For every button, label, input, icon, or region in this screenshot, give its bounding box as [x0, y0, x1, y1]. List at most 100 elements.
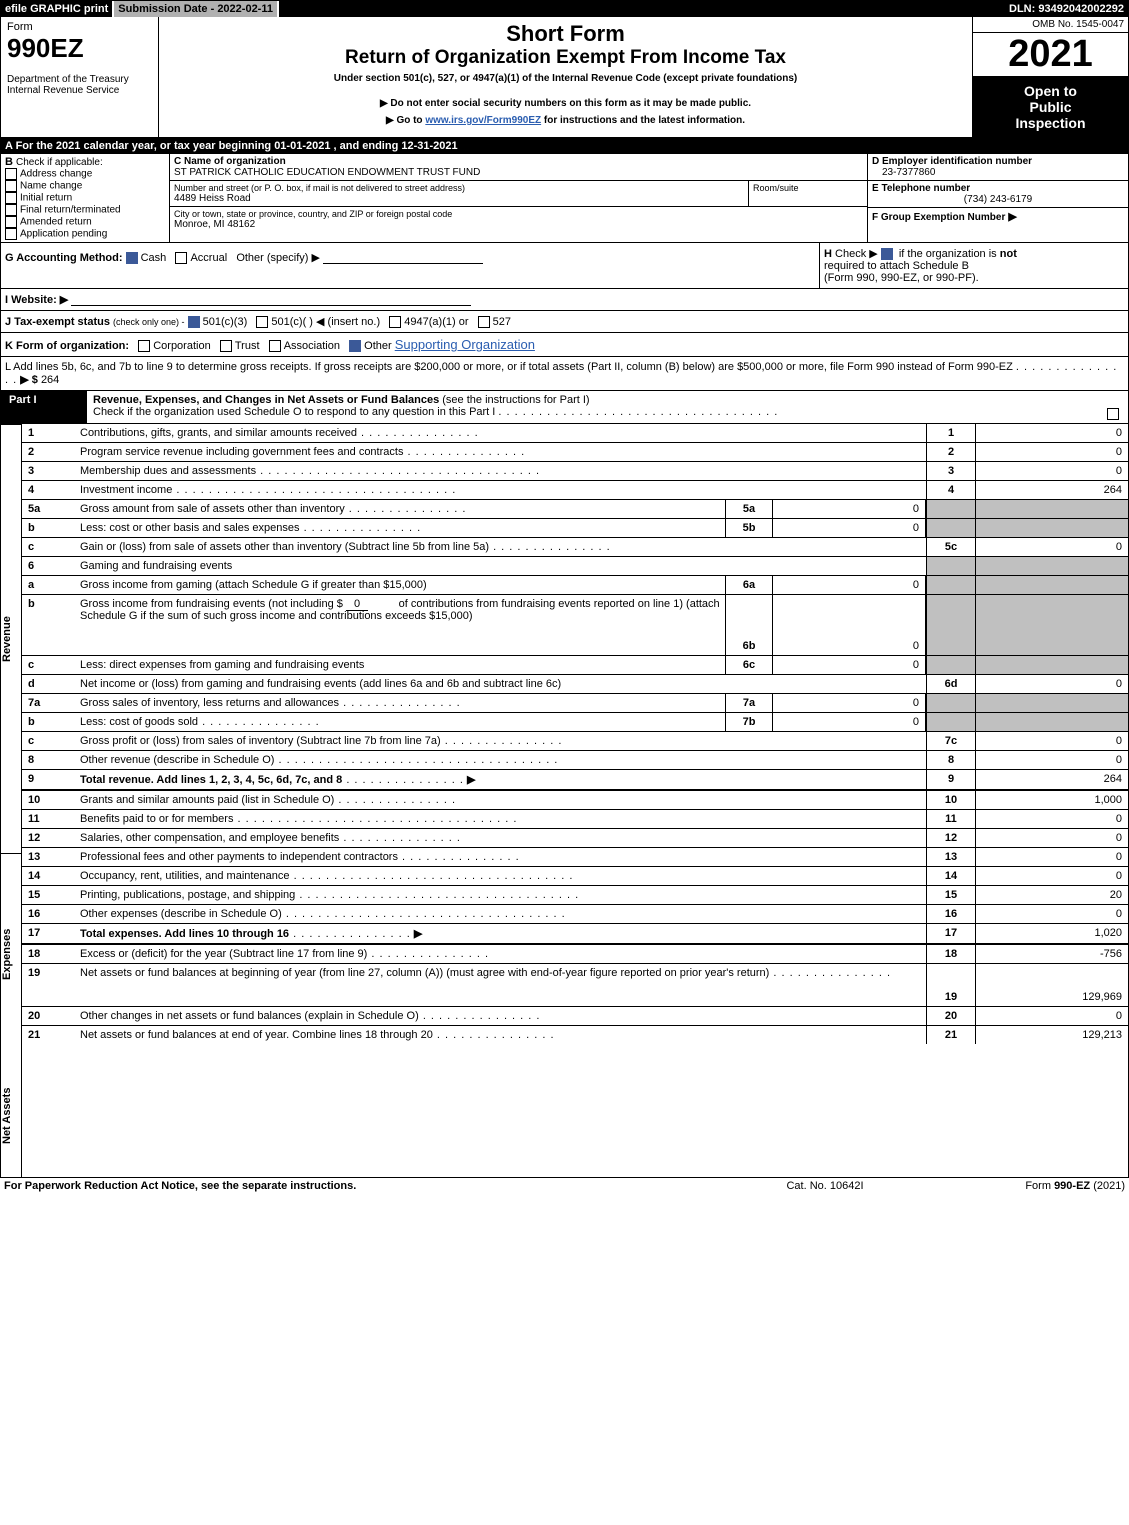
chk-amended-return[interactable] [5, 216, 17, 228]
line-6c-subval: 0 [773, 656, 926, 674]
line-18-col: 18 [926, 945, 976, 963]
f-arrow: ▶ [1008, 211, 1016, 223]
line-11-val: 0 [976, 810, 1128, 828]
line-5b: b Less: cost or other basis and sales ex… [22, 518, 1128, 537]
line-7a-num: 7a [22, 694, 76, 712]
lbl-accrual: Accrual [190, 252, 227, 264]
dept-treasury: Department of the Treasury [7, 74, 152, 85]
line-7b-val-shaded [976, 713, 1128, 731]
line-2-val: 0 [976, 443, 1128, 461]
line-10-col: 10 [926, 791, 976, 809]
line-17: 17 Total expenses. Add lines 10 through … [22, 923, 1128, 945]
chk-trust[interactable] [220, 340, 232, 352]
line-2-num: 2 [22, 443, 76, 461]
chk-other-org[interactable] [349, 340, 361, 352]
line-21: 21 Net assets or fund balances at end of… [22, 1025, 1128, 1044]
line-12-val: 0 [976, 829, 1128, 847]
chk-name-change[interactable] [5, 180, 17, 192]
other-method-input[interactable] [323, 251, 483, 264]
chk-accrual[interactable] [175, 252, 187, 264]
line-16-desc: Other expenses (describe in Schedule O) [80, 908, 282, 920]
form-number: 990EZ [7, 33, 152, 64]
line-6b-val-shaded [976, 595, 1128, 655]
line-16-val: 0 [976, 905, 1128, 923]
chk-sched-o[interactable] [1107, 408, 1119, 420]
footer-right: Form 990-EZ (2021) [925, 1180, 1125, 1192]
line-13: 13 Professional fees and other payments … [22, 847, 1128, 866]
line-6d-col: 6d [926, 675, 976, 693]
line-13-col: 13 [926, 848, 976, 866]
lbl-501c: 501(c)( ) [271, 316, 313, 328]
line-20-num: 20 [22, 1007, 76, 1025]
chk-501c3[interactable] [188, 316, 200, 328]
chk-schedule-b-not-required[interactable] [881, 248, 893, 260]
line-17-arrow: ▶ [414, 928, 422, 940]
chk-cash[interactable] [126, 252, 138, 264]
goto-note: ▶ Go to www.irs.gov/Form990EZ for instru… [165, 115, 966, 126]
line-13-val: 0 [976, 848, 1128, 866]
section-j: J Tax-exempt status (check only one) - 5… [1, 310, 1128, 333]
part1-tab: Part I [1, 391, 87, 423]
chk-final-return[interactable] [5, 204, 17, 216]
footer: For Paperwork Reduction Act Notice, see … [0, 1178, 1129, 1194]
line-10-desc: Grants and similar amounts paid (list in… [80, 794, 334, 806]
other-org-link[interactable]: Supporting Organization [395, 337, 535, 352]
website-input[interactable] [71, 293, 471, 306]
line-6a-col-shaded [926, 576, 976, 594]
irs-link[interactable]: www.irs.gov/Form990EZ [425, 115, 541, 126]
l-arrow: ▶ $ [20, 374, 38, 386]
line-15-val: 20 [976, 886, 1128, 904]
chk-application-pending[interactable] [5, 228, 17, 240]
lbl-cash: Cash [141, 252, 167, 264]
line-11-col: 11 [926, 810, 976, 828]
line-6c: c Less: direct expenses from gaming and … [22, 655, 1128, 674]
line-5c-desc: Gain or (loss) from sale of assets other… [80, 541, 489, 553]
line-4: 4 Investment income 4 264 [22, 480, 1128, 499]
line-5b-num: b [22, 519, 76, 537]
line-7c-val: 0 [976, 732, 1128, 750]
line-6-col-shaded [926, 557, 976, 575]
line-17-col: 17 [926, 924, 976, 943]
line-1-num: 1 [22, 424, 76, 442]
header-block: Form 990EZ Department of the Treasury In… [1, 17, 1128, 138]
efile-print[interactable]: efile GRAPHIC print [1, 1, 114, 17]
lbl-association: Association [284, 340, 340, 352]
chk-initial-return[interactable] [5, 192, 17, 204]
h-label: H [824, 248, 832, 260]
section-k: K Form of organization: Corporation Trus… [1, 333, 1128, 357]
chk-association[interactable] [269, 340, 281, 352]
line-6a-val-shaded [976, 576, 1128, 594]
line-6c-num: c [22, 656, 76, 674]
k-label: K Form of organization: [5, 340, 129, 352]
line-6: 6 Gaming and fundraising events [22, 556, 1128, 575]
line-6c-val-shaded [976, 656, 1128, 674]
chk-4947[interactable] [389, 316, 401, 328]
h-text4: (Form 990, 990-EZ, or 990-PF). [824, 272, 979, 284]
line-5a-val-shaded [976, 500, 1128, 518]
subtitle: Under section 501(c), 527, or 4947(a)(1)… [165, 73, 966, 84]
line-8-num: 8 [22, 751, 76, 769]
line-1-val: 0 [976, 424, 1128, 442]
chk-501c[interactable] [256, 316, 268, 328]
c-name-label: C Name of organization [174, 156, 863, 167]
line-3-desc: Membership dues and assessments [80, 465, 256, 477]
line-7b: b Less: cost of goods sold 7b 0 [22, 712, 1128, 731]
chk-address-change[interactable] [5, 168, 17, 180]
chk-527[interactable] [478, 316, 490, 328]
line-6b-col-shaded [926, 595, 976, 655]
line-14: 14 Occupancy, rent, utilities, and maint… [22, 866, 1128, 885]
line-7a-val-shaded [976, 694, 1128, 712]
chk-corporation[interactable] [138, 340, 150, 352]
line-2: 2 Program service revenue including gove… [22, 442, 1128, 461]
line-12-desc: Salaries, other compensation, and employ… [80, 832, 339, 844]
h-text3: required to attach Schedule B [824, 260, 969, 272]
lbl-initial-return: Initial return [20, 193, 72, 204]
line-16-num: 16 [22, 905, 76, 923]
footer-left: For Paperwork Reduction Act Notice, see … [4, 1180, 725, 1192]
line-5a-sub: 5a [725, 500, 773, 518]
line-18-num: 18 [22, 945, 76, 963]
line-21-val: 129,213 [976, 1026, 1128, 1044]
footer-cat-no: Cat. No. 10642I [725, 1180, 925, 1192]
line-5a-desc: Gross amount from sale of assets other t… [80, 503, 345, 515]
part1-sched-o: Check if the organization used Schedule … [93, 406, 495, 418]
